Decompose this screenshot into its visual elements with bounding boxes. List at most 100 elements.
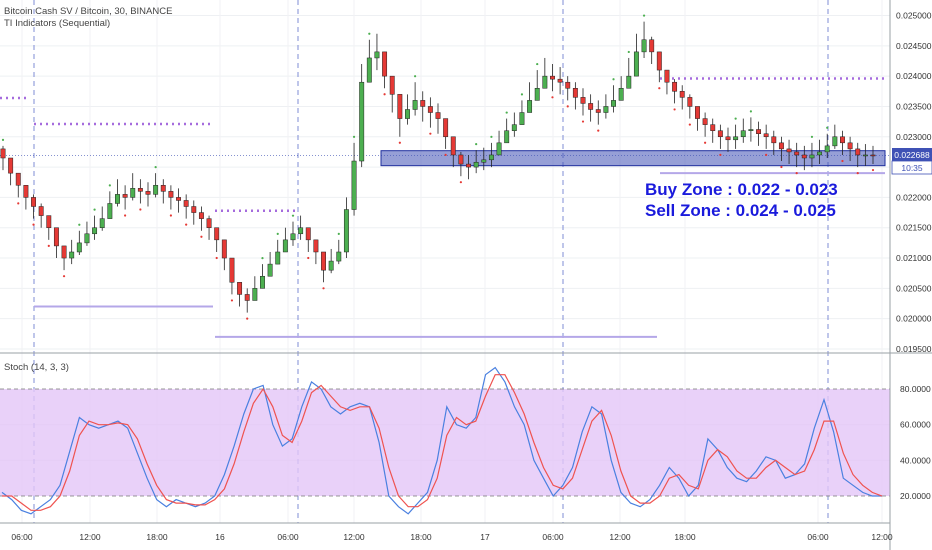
- candle[interactable]: [458, 151, 464, 177]
- candle[interactable]: [733, 124, 739, 149]
- candle[interactable]: [191, 200, 197, 225]
- candle[interactable]: [817, 139, 823, 165]
- candle[interactable]: [115, 179, 120, 207]
- candle[interactable]: [443, 118, 449, 149]
- candle[interactable]: [321, 251, 326, 283]
- candle[interactable]: [92, 215, 98, 240]
- candle[interactable]: [603, 94, 609, 119]
- candle[interactable]: [557, 67, 563, 95]
- candle[interactable]: [53, 227, 59, 259]
- candle[interactable]: [633, 33, 639, 77]
- candle[interactable]: [275, 239, 281, 265]
- candle[interactable]: [366, 39, 372, 83]
- candle[interactable]: [702, 112, 708, 137]
- candle[interactable]: [31, 194, 36, 219]
- candle[interactable]: [389, 75, 395, 113]
- candle[interactable]: [771, 130, 777, 155]
- candle[interactable]: [725, 127, 731, 152]
- candle[interactable]: [687, 94, 693, 119]
- candle[interactable]: [496, 130, 502, 156]
- candle[interactable]: [748, 117, 754, 142]
- candle[interactable]: [580, 88, 586, 116]
- candle[interactable]: [23, 185, 29, 210]
- candle[interactable]: [763, 124, 769, 149]
- candle[interactable]: [466, 154, 471, 180]
- candle[interactable]: [427, 97, 433, 128]
- candle[interactable]: [794, 142, 800, 168]
- candle[interactable]: [778, 136, 784, 162]
- candle[interactable]: [244, 288, 250, 313]
- candle[interactable]: [832, 124, 838, 149]
- candle[interactable]: [260, 264, 265, 289]
- candle[interactable]: [870, 145, 876, 165]
- candle[interactable]: [145, 182, 151, 207]
- candle[interactable]: [198, 206, 204, 231]
- candle[interactable]: [214, 227, 220, 252]
- candle[interactable]: [840, 130, 845, 155]
- candle[interactable]: [519, 100, 525, 125]
- candle[interactable]: [336, 239, 342, 265]
- candle[interactable]: [786, 139, 792, 165]
- candle[interactable]: [343, 197, 349, 259]
- candle[interactable]: [76, 230, 82, 256]
- candle[interactable]: [328, 248, 334, 274]
- candle[interactable]: [527, 82, 533, 113]
- candle[interactable]: [183, 194, 189, 219]
- candle[interactable]: [717, 124, 723, 149]
- candle[interactable]: [504, 118, 510, 144]
- candle[interactable]: [130, 173, 136, 201]
- candle[interactable]: [290, 221, 296, 246]
- candle[interactable]: [550, 64, 555, 92]
- candle[interactable]: [168, 185, 174, 210]
- candle[interactable]: [382, 51, 388, 89]
- candle[interactable]: [8, 157, 14, 186]
- stoch-axis[interactable]: 80.0000 60.0000 40.0000 20.0000: [900, 384, 931, 501]
- candle[interactable]: [855, 142, 861, 168]
- candle[interactable]: [588, 94, 594, 122]
- candle[interactable]: [305, 227, 311, 252]
- candle[interactable]: [565, 76, 571, 101]
- candle[interactable]: [221, 239, 227, 271]
- candle[interactable]: [38, 203, 44, 228]
- candle[interactable]: [107, 191, 113, 219]
- candle[interactable]: [122, 185, 128, 210]
- candle[interactable]: [695, 106, 700, 131]
- candle[interactable]: [229, 257, 235, 295]
- candle[interactable]: [801, 145, 807, 171]
- candle[interactable]: [267, 251, 273, 277]
- candle[interactable]: [351, 142, 357, 216]
- candle[interactable]: [481, 147, 487, 171]
- candle[interactable]: [435, 103, 441, 134]
- candle[interactable]: [595, 100, 601, 125]
- candle[interactable]: [137, 179, 143, 204]
- candle[interactable]: [756, 121, 761, 146]
- candle[interactable]: [84, 221, 90, 246]
- candle[interactable]: [374, 33, 380, 71]
- candle[interactable]: [0, 145, 6, 171]
- candle[interactable]: [412, 82, 418, 116]
- candle[interactable]: [473, 150, 479, 174]
- candle[interactable]: [679, 85, 685, 110]
- candle[interactable]: [359, 64, 365, 168]
- price-axis[interactable]: 0.025000 0.024500 0.024000 0.023500 0.023000…: [896, 11, 932, 355]
- candle[interactable]: [534, 70, 540, 101]
- candle[interactable]: [153, 173, 159, 198]
- candle[interactable]: [656, 51, 662, 83]
- candle[interactable]: [672, 79, 678, 104]
- candle[interactable]: [69, 239, 75, 265]
- candle[interactable]: [420, 91, 426, 122]
- candle[interactable]: [61, 245, 67, 271]
- candle[interactable]: [237, 282, 243, 307]
- candle[interactable]: [252, 276, 258, 301]
- candle[interactable]: [397, 94, 403, 137]
- candle[interactable]: [611, 85, 616, 113]
- candle[interactable]: [511, 112, 517, 137]
- candle[interactable]: [824, 133, 830, 158]
- candle[interactable]: [160, 179, 166, 204]
- candle[interactable]: [298, 215, 304, 240]
- candle[interactable]: [649, 36, 655, 65]
- candle[interactable]: [641, 21, 647, 58]
- candle[interactable]: [710, 118, 716, 143]
- candle[interactable]: [572, 82, 578, 110]
- candle[interactable]: [313, 239, 319, 265]
